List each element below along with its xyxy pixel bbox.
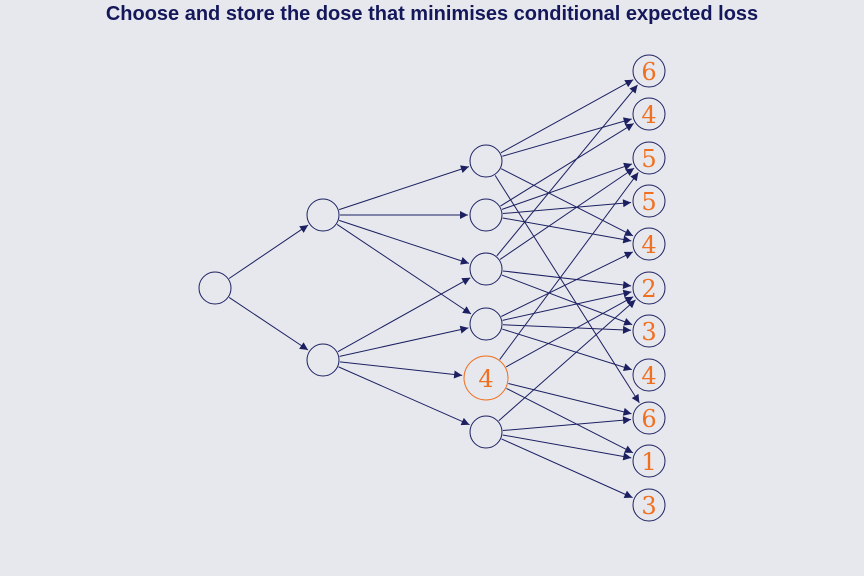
edge-b5-l3 — [499, 172, 639, 360]
node-a2 — [306, 343, 340, 377]
diagram-title: Choose and store the dose that minimises… — [105, 3, 759, 25]
node-circle — [632, 358, 666, 392]
node-circle — [632, 271, 666, 305]
node-circle — [469, 415, 503, 449]
node-circle — [306, 343, 340, 377]
node-b1 — [469, 144, 503, 178]
node-circle — [632, 54, 666, 88]
edge-a1-b3 — [338, 219, 470, 265]
node-l2: 4 — [632, 97, 666, 131]
edge-layer — [228, 79, 640, 499]
node-circle — [632, 141, 666, 175]
edge-b6-l10 — [502, 434, 632, 461]
node-circle — [469, 252, 503, 286]
node-value: 5 — [641, 188, 656, 216]
edge-b2-l5 — [502, 217, 632, 244]
edge-b6-l9 — [502, 416, 632, 432]
edge-b2-l3 — [501, 162, 633, 210]
node-l10: 1 — [632, 444, 666, 478]
node-circle — [463, 355, 509, 401]
edge-a2-b6 — [338, 366, 470, 426]
edge-b6-l11 — [501, 438, 633, 499]
node-l4: 5 — [632, 184, 666, 218]
node-circle — [632, 227, 666, 261]
edge-b1-l1 — [500, 79, 634, 154]
node-value: 3 — [641, 318, 656, 346]
node-value: 4 — [641, 101, 656, 129]
node-circle — [632, 184, 666, 218]
node-layer: 4 6 4 5 5 4 2 3 4 6 1 3 — [198, 54, 666, 522]
node-value: 4 — [641, 362, 656, 390]
node-circle — [632, 314, 666, 348]
edge-b4-l5 — [501, 251, 634, 317]
node-value: 6 — [641, 405, 656, 433]
node-l3: 5 — [632, 141, 666, 175]
node-circle — [632, 488, 666, 522]
node-value: 4 — [478, 365, 493, 393]
node-l9: 6 — [632, 401, 666, 435]
node-l11: 3 — [632, 488, 666, 522]
node-value: 4 — [641, 231, 656, 259]
edge-b3-l3 — [499, 167, 635, 260]
edge-a2-b4 — [339, 325, 469, 357]
edge-b3-l7 — [501, 274, 633, 326]
node-value: 1 — [641, 448, 656, 476]
node-b4 — [469, 307, 503, 341]
edge-b1-l5 — [500, 168, 634, 237]
edge-a2-b5 — [339, 361, 463, 379]
node-circle — [632, 97, 666, 131]
node-a1 — [306, 198, 340, 232]
edge-b4-l8 — [502, 328, 632, 372]
node-circle — [306, 198, 340, 232]
node-value: 5 — [641, 145, 656, 173]
node-root — [198, 271, 232, 305]
node-circle — [632, 444, 666, 478]
node-l5: 4 — [632, 227, 666, 261]
edge-b5-l9 — [508, 382, 632, 416]
edge-a2-b3 — [337, 277, 471, 353]
node-circle — [198, 271, 232, 305]
node-b6 — [469, 415, 503, 449]
edge-b3-l6 — [502, 270, 632, 289]
edge-b3-l1 — [496, 84, 638, 257]
edge-root-a1 — [228, 224, 309, 279]
node-value: 3 — [641, 492, 656, 520]
edge-b1-l9 — [494, 175, 640, 404]
edge-b2-l4 — [502, 199, 632, 215]
node-circle — [469, 307, 503, 341]
node-b3 — [469, 252, 503, 286]
node-circle — [632, 401, 666, 435]
node-b5: 4 — [463, 355, 509, 401]
edge-b4-l6 — [502, 289, 632, 321]
edge-b2-l2 — [500, 123, 634, 207]
node-l8: 4 — [632, 358, 666, 392]
node-value: 2 — [641, 275, 656, 303]
edge-root-a2 — [228, 297, 309, 351]
edge-a1-b4 — [336, 224, 472, 315]
node-circle — [469, 198, 503, 232]
edge-b5-l10 — [506, 387, 634, 454]
edge-a1-b1 — [338, 165, 470, 211]
node-l1: 6 — [632, 54, 666, 88]
edge-b6-l6 — [498, 299, 636, 422]
node-l7: 3 — [632, 314, 666, 348]
node-l6: 2 — [632, 271, 666, 305]
edge-b5-l6 — [505, 296, 634, 368]
node-value: 6 — [641, 58, 656, 86]
node-circle — [469, 144, 503, 178]
node-b2 — [469, 198, 503, 232]
edge-b1-l2 — [502, 117, 632, 157]
